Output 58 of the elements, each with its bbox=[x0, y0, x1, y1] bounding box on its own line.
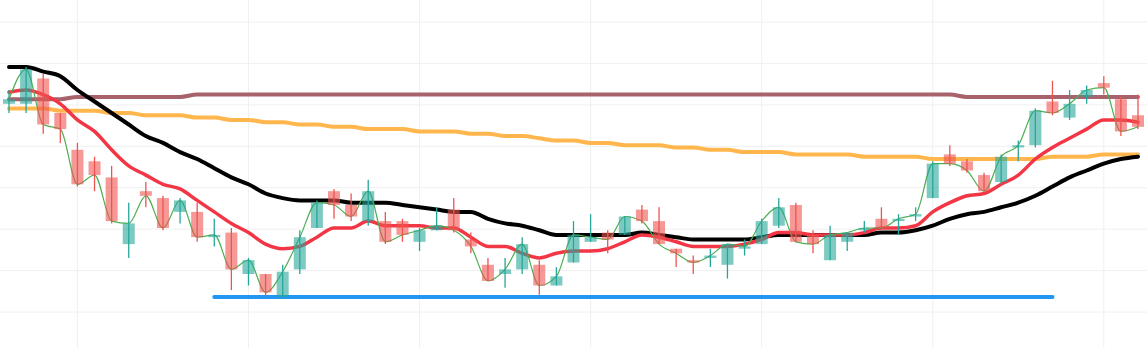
candlestick bbox=[1029, 107, 1042, 149]
candlestick bbox=[533, 259, 546, 296]
candlestick bbox=[88, 156, 101, 192]
candlestick bbox=[20, 66, 33, 114]
candlestick bbox=[601, 229, 614, 254]
candlestick bbox=[618, 215, 631, 236]
candlestick bbox=[379, 211, 392, 245]
candlestick bbox=[824, 225, 837, 261]
candlestick bbox=[413, 227, 426, 252]
candlestick bbox=[499, 257, 512, 289]
candlestick bbox=[105, 165, 118, 225]
candlestick bbox=[995, 153, 1008, 185]
candlestick bbox=[943, 144, 956, 167]
candlestick bbox=[875, 206, 888, 229]
candlestick bbox=[567, 220, 580, 264]
candlestick bbox=[447, 197, 460, 234]
candlestick bbox=[174, 197, 187, 225]
candlestick bbox=[122, 202, 135, 259]
candlestick bbox=[772, 197, 785, 229]
candlestick bbox=[242, 257, 255, 287]
candlestick bbox=[755, 218, 768, 245]
candlestick bbox=[1012, 139, 1025, 162]
candlestick bbox=[225, 227, 238, 291]
candlestick bbox=[687, 254, 700, 275]
candlestick bbox=[516, 236, 529, 275]
candlestick bbox=[1132, 93, 1144, 130]
candlestick bbox=[328, 188, 341, 220]
candlestick bbox=[139, 181, 152, 208]
candlestick bbox=[789, 202, 802, 243]
candlestick bbox=[345, 192, 358, 222]
candlestick bbox=[1097, 75, 1110, 96]
candlestick bbox=[550, 266, 563, 287]
candlestick bbox=[1080, 84, 1093, 105]
candlestick bbox=[653, 206, 666, 245]
candlestick bbox=[841, 231, 854, 252]
candlestick bbox=[71, 142, 84, 188]
candlestick bbox=[1046, 80, 1059, 116]
candlestick bbox=[584, 213, 597, 243]
candlestick bbox=[37, 73, 50, 135]
candlestick bbox=[293, 229, 306, 275]
candlestick bbox=[635, 204, 648, 225]
candlestick bbox=[926, 160, 939, 199]
candlestick bbox=[310, 199, 323, 229]
candlestick bbox=[1063, 89, 1076, 121]
candlestick bbox=[960, 158, 973, 174]
candlestick bbox=[721, 243, 734, 280]
candlestick bbox=[54, 112, 67, 144]
candlestick bbox=[396, 218, 409, 243]
candlestick bbox=[156, 195, 169, 231]
candlestick bbox=[259, 273, 272, 298]
candlestick bbox=[481, 257, 494, 282]
candlestick bbox=[806, 229, 819, 254]
candlestick bbox=[1114, 96, 1127, 137]
candlestick bbox=[362, 179, 375, 227]
candlestick bbox=[191, 202, 204, 243]
candlestick bbox=[276, 264, 289, 298]
candlestick bbox=[3, 89, 15, 114]
candlestick bbox=[978, 172, 991, 192]
